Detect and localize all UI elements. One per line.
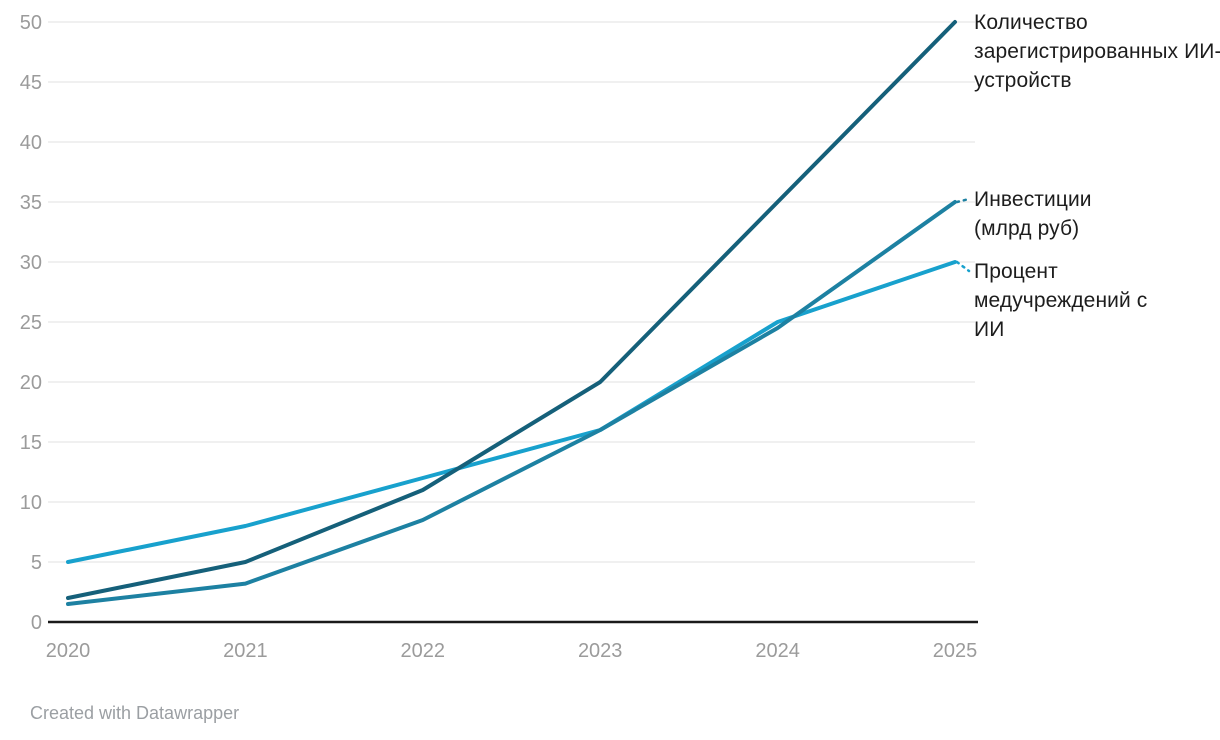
x-tick-label: 2023 (578, 640, 623, 662)
y-tick-label: 35 (20, 192, 42, 214)
x-tick-label: 2024 (755, 640, 800, 662)
x-tick-label: 2021 (223, 640, 268, 662)
series-line-0 (66, 20, 957, 600)
y-tick-label: 25 (20, 312, 42, 334)
x-tick-label: 2022 (401, 640, 446, 662)
x-tick-label: 2020 (46, 640, 91, 662)
label-connector-2 (955, 260, 971, 273)
series-label-registered-ai-devices: Количество зарегистрированных ИИ-устройс… (974, 11, 1220, 92)
y-tick-label: 10 (20, 492, 42, 514)
y-tick-label: 20 (20, 372, 42, 394)
x-tick-label: 2025 (933, 640, 978, 662)
y-tick-label: 5 (31, 552, 42, 574)
series-label-percent-med-institutions: Процент медучреждений с ИИ (974, 260, 1148, 341)
y-tick-label: 50 (20, 12, 42, 34)
datawrapper-credit-link[interactable]: Created with Datawrapper (30, 703, 240, 723)
y-tick-label: 15 (20, 432, 42, 454)
y-tick-label: 40 (20, 132, 42, 154)
series-line-2 (66, 260, 957, 564)
series-line-1 (66, 200, 957, 606)
y-tick-label: 45 (20, 72, 42, 94)
y-tick-label: 30 (20, 252, 42, 274)
series-label-investments: Инвестиции (млрд руб) (974, 188, 1092, 240)
y-tick-label: 0 (31, 612, 42, 634)
label-connector-1 (955, 197, 971, 204)
